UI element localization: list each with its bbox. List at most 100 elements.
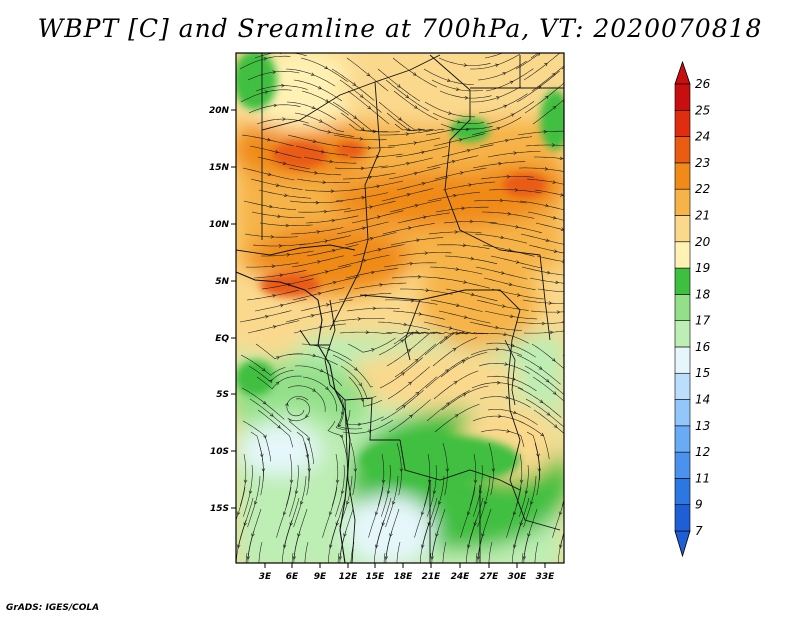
streamline-arrow (456, 303, 460, 307)
streamline (480, 429, 525, 448)
streamline-arrow (397, 84, 401, 88)
streamline-arrow (510, 113, 515, 117)
streamline-arrow (263, 57, 268, 61)
colorbar-swatch (674, 346, 691, 374)
streamline-arrow (361, 226, 366, 231)
streamline-arrow (332, 249, 336, 253)
streamline-arrow (595, 327, 598, 330)
streamline-arrow (292, 556, 297, 560)
streamline-arrow (386, 490, 391, 495)
streamline (394, 343, 437, 378)
streamline (350, 442, 356, 496)
streamline-arrow (358, 382, 362, 387)
streamline-arrow (582, 455, 585, 458)
streamline (565, 168, 617, 180)
streamline (562, 354, 564, 357)
streamline-arrow (476, 556, 481, 560)
streamline-arrow (576, 501, 579, 504)
streamline-arrow (357, 317, 362, 321)
streamline (490, 255, 543, 269)
streamline (341, 145, 395, 149)
streamline (391, 276, 445, 280)
streamline-arrow (462, 243, 467, 248)
lat-label: 20N (209, 106, 230, 116)
streamline (522, 299, 564, 304)
streamline-arrow (365, 330, 370, 334)
streamline-arrow (509, 48, 512, 51)
streamline (523, 330, 564, 334)
streamline-arrow (544, 167, 549, 171)
streamline (346, 307, 400, 312)
streamline (519, 464, 529, 517)
streamline-arrow (504, 362, 509, 366)
streamline-arrow (376, 215, 381, 219)
streamline-arrow (395, 568, 398, 571)
streamline-arrow (500, 235, 505, 240)
streamline (339, 79, 382, 113)
country-borders (236, 53, 564, 563)
streamline-arrow (306, 437, 310, 442)
streamline-arrow (514, 188, 519, 192)
streamline-arrow (285, 223, 290, 228)
streamline (385, 79, 429, 112)
streamline (441, 385, 489, 411)
streamline-arrow (353, 468, 358, 473)
streamline (346, 409, 384, 425)
streamline-arrow (602, 276, 605, 279)
streamline (536, 255, 564, 262)
streamline-arrow (571, 491, 574, 494)
streamline (483, 277, 536, 290)
streamline-arrow (475, 579, 478, 582)
streamline-arrow (412, 72, 417, 76)
streamline (485, 342, 536, 358)
streamline-arrow (272, 70, 277, 74)
colorbar-swatch (674, 162, 691, 190)
streamline-arrow (546, 412, 551, 416)
streamline (301, 90, 349, 116)
streamline (241, 387, 285, 420)
streamline-arrow (451, 159, 456, 164)
streamline-arrow (406, 193, 411, 197)
colorbar-label: 25 (695, 103, 710, 117)
streamline (444, 255, 498, 265)
streamline (523, 475, 537, 528)
streamline-arrow (469, 219, 474, 224)
streamline-arrow (463, 63, 468, 67)
streamline (306, 244, 359, 257)
streamline (291, 552, 294, 563)
streamline (534, 189, 564, 196)
streamline-arrow (569, 556, 572, 559)
streamline (343, 172, 396, 180)
colorbar-swatch (674, 372, 691, 400)
streamline (476, 299, 529, 311)
colorbar-label: 22 (695, 182, 710, 196)
streamline-arrow (590, 172, 593, 175)
streamline (337, 254, 390, 268)
streamline (535, 222, 564, 231)
streamline (298, 235, 351, 246)
streamline-arrow (282, 117, 286, 121)
streamline-arrow (466, 544, 471, 549)
streamline-arrow (483, 501, 488, 505)
colorbar-label: 9 (695, 498, 703, 512)
streamline-arrow (423, 215, 427, 220)
streamline (561, 66, 564, 70)
streamline (525, 398, 564, 428)
streamline-arrow (374, 511, 379, 516)
streamline (337, 552, 340, 563)
streamline-arrow (312, 388, 316, 392)
streamline (429, 266, 483, 275)
streamline (327, 420, 348, 462)
streamline-arrow (512, 544, 517, 549)
streamline (240, 89, 292, 103)
streamline-arrow (312, 139, 317, 143)
streamline (442, 541, 447, 563)
streamline (240, 354, 286, 376)
lon-label: 30E (508, 572, 528, 582)
streamline (307, 276, 360, 290)
streamline (257, 409, 294, 448)
streamline-arrow (405, 94, 410, 99)
streamline (343, 200, 396, 213)
streamline-arrow (582, 84, 585, 87)
streamline (573, 179, 624, 191)
